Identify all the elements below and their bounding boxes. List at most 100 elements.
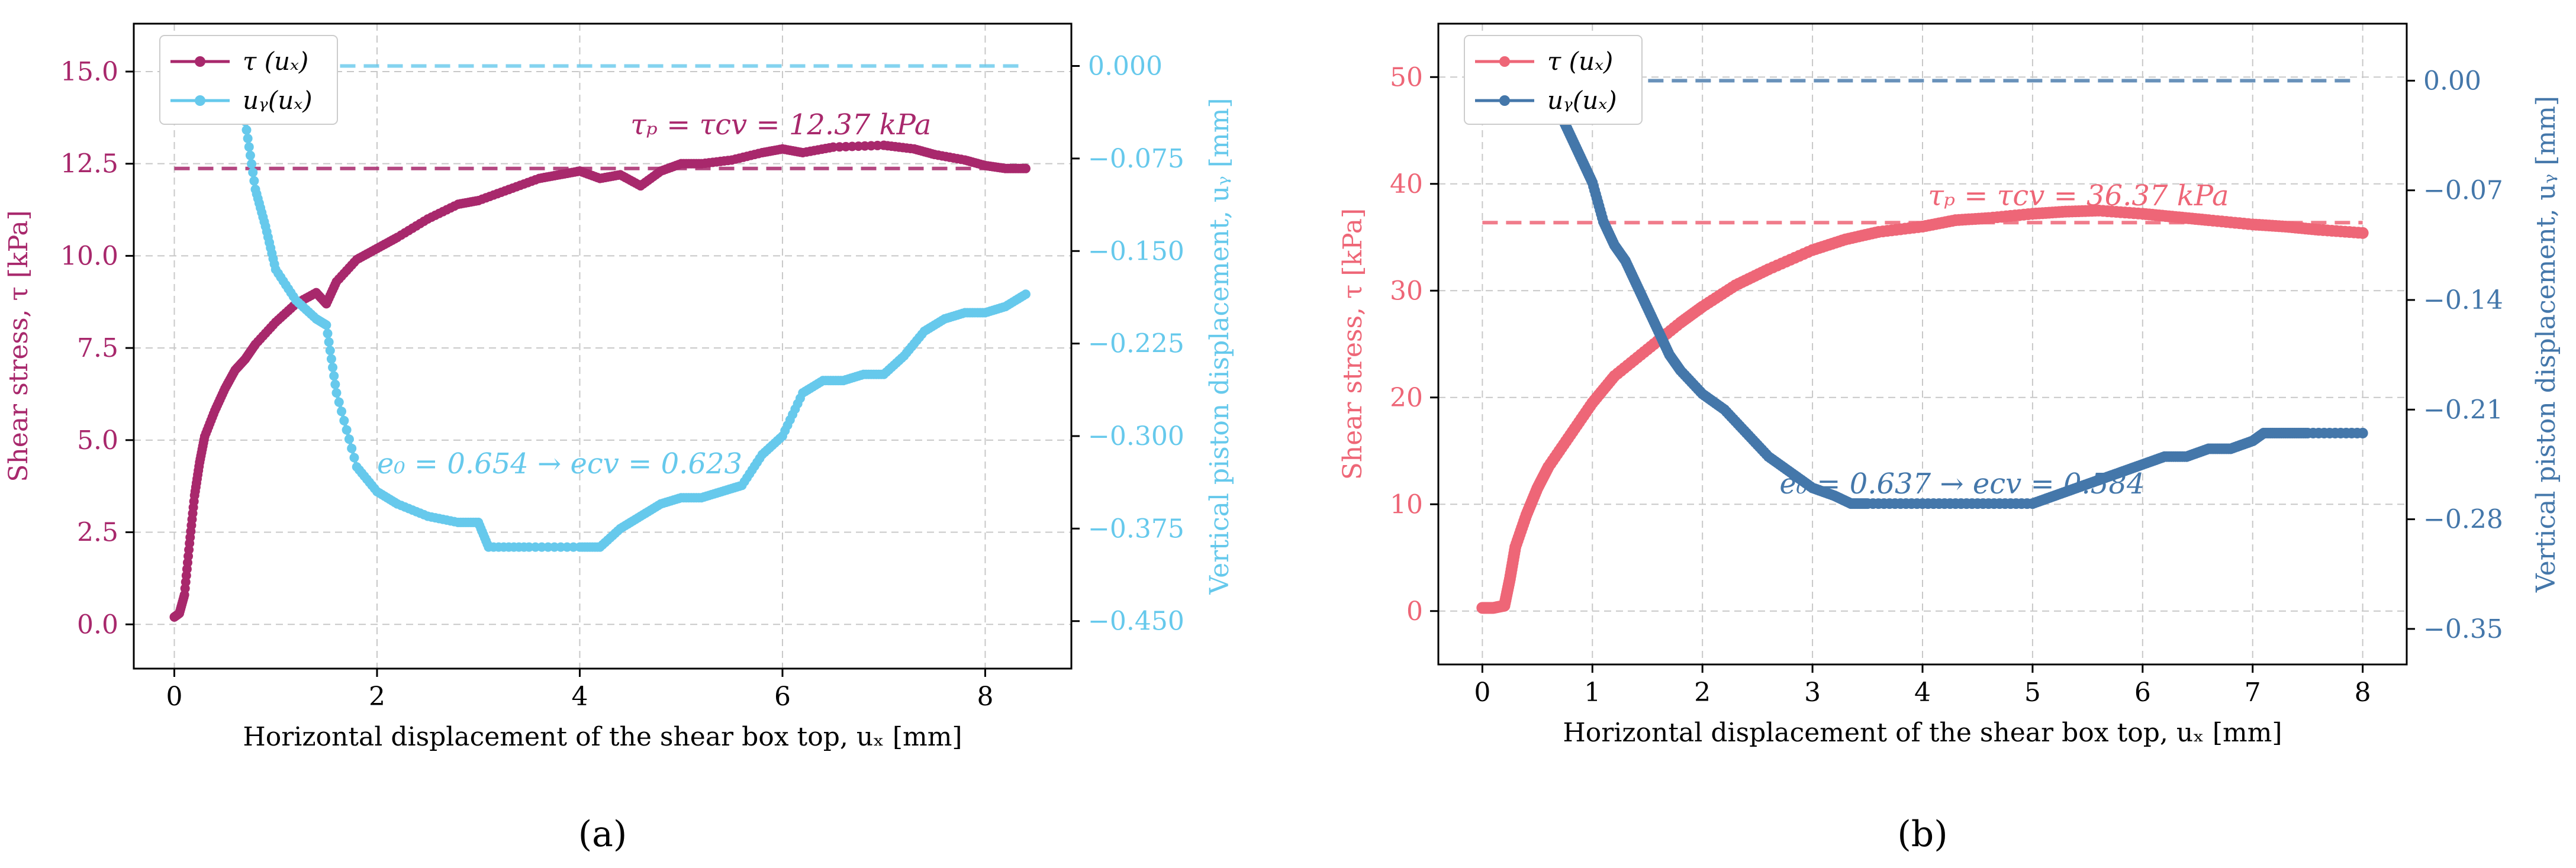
panel-b-right-tick-label-1: −0.07 — [2423, 176, 2503, 206]
panel-a-uy-point-103 — [349, 453, 359, 463]
panel-a-x-axis-label: Horizontal displacement of the shear box… — [243, 722, 962, 752]
panel-a-uy-point-99 — [339, 415, 349, 425]
panel-a-uy-point-98 — [337, 406, 347, 417]
panel-b-void-ratio-annotation: e₀ = 0.637 → ecv = 0.584 — [1779, 467, 2144, 501]
panel-a-uy-point-89 — [323, 328, 333, 338]
panel-b-left-tick-label-1: 10 — [1390, 489, 1423, 519]
panel-b-tau-point-310 — [2356, 227, 2369, 239]
panel-b-right-tick-label-2: −0.14 — [2423, 285, 2503, 315]
panel-a-x-tick-label-1: 2 — [369, 682, 385, 712]
panel-b-left-tick-label-0: 0 — [1406, 596, 1423, 627]
panel-b-x-tick-label-8: 8 — [2355, 677, 2371, 708]
panel-b-right-tick-label-3: −0.21 — [2423, 395, 2503, 425]
panel-b-left-tick-label-4: 40 — [1390, 169, 1423, 199]
panel-b-uy-point-420 — [2357, 427, 2368, 438]
panel-a-uy-point-91 — [325, 346, 335, 356]
panel-a-right-tick-label-2: −0.150 — [1088, 236, 1184, 266]
panel-a-x-tick-label-3: 6 — [774, 682, 791, 712]
panel-a-x-ticks: 0 2 4 6 8 — [166, 669, 993, 712]
panel-a-right-tick-label-4: −0.300 — [1088, 421, 1184, 451]
panel-a-left-tick-label-5: 12.5 — [60, 149, 118, 179]
panel-a-legend-tau-label: τ (uₓ) — [243, 47, 308, 76]
panel-b-x-tick-label-6: 6 — [2134, 677, 2151, 708]
panel-a-uy-point-41 — [242, 125, 252, 135]
panel-a-left-tick-label-1: 2.5 — [77, 518, 118, 548]
panel-a-x-tick-label-2: 4 — [571, 682, 588, 712]
panel-b-left-tick-label-3: 30 — [1390, 276, 1423, 306]
panel-b-right-tick-label-4: −0.28 — [2423, 505, 2503, 535]
panel-a-y-axis-label-left: Shear stress, τ [kPa] — [4, 210, 34, 482]
panel-b-x-tick-label-4: 4 — [1914, 677, 1931, 708]
panel-a-uy-point-100 — [342, 425, 352, 435]
panel-a-uy-point-92 — [326, 354, 336, 364]
panel-a: 0 2 4 6 8 0.0 2.5 5.0 7.5 10.0 12.5 15.0 0.000 −0.0… — [4, 22, 1235, 855]
panel-a-plot-frame — [133, 22, 1073, 670]
panel-a-uy-point-88 — [321, 320, 331, 330]
panel-b-x-tick-label-2: 2 — [1694, 677, 1711, 708]
panel-b-left-ticks: 0 10 20 30 40 50 — [1390, 62, 1438, 627]
panel-a-legend-tau-marker — [195, 56, 205, 67]
panel-b-right-tick-label-0: 0.00 — [2423, 66, 2481, 96]
panel-a-x-tick-label-4: 8 — [977, 682, 993, 712]
panel-b-legend: τ (uₓ) uᵧ(uₓ) — [1464, 35, 1643, 125]
panel-a-uy-point-102 — [347, 443, 357, 453]
panel-a-uy-point-344 — [1020, 289, 1031, 299]
panel-a-left-ticks: 0.0 2.5 5.0 7.5 10.0 12.5 15.0 — [60, 57, 134, 640]
panel-a-left-tick-label-4: 10.0 — [60, 241, 118, 271]
panel-a-uy-point-46 — [248, 167, 258, 178]
panel-b-right-tick-label-5: −0.35 — [2423, 614, 2503, 644]
panel-a-tau-point-352 — [1020, 163, 1031, 173]
panel-a-left-tick-label-3: 7.5 — [77, 333, 118, 363]
panel-a-right-tick-label-5: −0.375 — [1088, 514, 1184, 544]
panel-a-uy-point-44 — [245, 150, 255, 160]
panel-b-legend-tau-label: τ (uₓ) — [1547, 47, 1613, 76]
panel-b-left-tick-label-5: 50 — [1390, 62, 1423, 92]
panel-b: 0 1 2 3 4 5 6 7 8 0 10 20 30 40 50 0.00 −0.07 −0.14 −0.2… — [1338, 22, 2561, 855]
panel-b-tau-annotation: τₚ = τcv = 36.37 kPa — [1928, 179, 2229, 212]
panel-a-legend-uy-label: uᵧ(uₓ) — [243, 86, 313, 115]
panel-a-uy-point-97 — [334, 397, 344, 407]
panel-b-x-tick-label-7: 7 — [2245, 677, 2261, 708]
panel-b-legend-tau-marker — [1499, 56, 1510, 67]
panel-a-legend-uy-marker — [195, 95, 205, 106]
panel-a-uy-point-43 — [244, 142, 254, 152]
panel-b-left-tick-label-2: 20 — [1390, 383, 1423, 413]
panel-a-uy-point-47 — [249, 176, 259, 186]
panel-a-right-tick-label-3: −0.225 — [1088, 329, 1184, 359]
panel-a-uy-point-42 — [243, 134, 253, 144]
panel-b-y-axis-label-left: Shear stress, τ [kPa] — [1338, 208, 1368, 480]
panel-b-x-tick-label-5: 5 — [2024, 677, 2041, 708]
panel-b-caption: (b) — [1897, 814, 1947, 855]
panel-b-x-ticks: 0 1 2 3 4 5 6 7 8 — [1474, 664, 2371, 708]
panel-a-right-ticks: 0.000 −0.075 −0.150 −0.225 −0.300 −0.375 −0.45… — [1071, 51, 1184, 637]
panel-b-x-axis-label: Horizontal displacement of the shear box… — [1563, 718, 2282, 748]
panel-a-uy-point-45 — [247, 159, 257, 169]
panel-a-left-tick-label-0: 0.0 — [77, 609, 118, 640]
panel-a-void-ratio-annotation: e₀ = 0.654 → ecv = 0.623 — [377, 447, 742, 480]
panel-b-x-tick-label-1: 1 — [1584, 677, 1601, 708]
panel-a-left-tick-label-6: 15.0 — [60, 57, 118, 87]
panel-b-grid — [1438, 24, 2407, 664]
panel-a-uy-point-94 — [329, 371, 339, 381]
panel-b-legend-uy-label: uᵧ(uₓ) — [1547, 86, 1617, 115]
panel-a-x-tick-label-0: 0 — [166, 682, 182, 712]
panel-a-tau-annotation: τₚ = τcv = 12.37 kPa — [630, 108, 931, 141]
panel-a-tau-series — [169, 140, 1031, 622]
panel-a-left-tick-label-2: 5.0 — [77, 425, 118, 456]
panel-b-x-tick-label-3: 3 — [1804, 677, 1821, 708]
panel-b-x-tick-label-0: 0 — [1474, 677, 1490, 708]
panel-a-legend: τ (uₓ) uᵧ(uₓ) — [159, 35, 338, 125]
panel-a-right-tick-label-0: 0.000 — [1088, 51, 1163, 82]
panel-b-right-ticks: 0.00 −0.07 −0.14 −0.21 −0.28 −0.35 — [2407, 66, 2503, 644]
panel-a-caption: (a) — [578, 814, 627, 855]
panel-b-y-axis-label-right: Vertical piston displacement, uᵧ [mm] — [2531, 96, 2561, 593]
panel-b-legend-uy-marker — [1499, 95, 1510, 106]
panel-a-uy-point-93 — [328, 363, 338, 373]
panel-a-uy-point-90 — [324, 337, 334, 347]
panel-a-uy-point-96 — [331, 388, 342, 398]
panel-a-y-axis-label-right: Vertical piston displacement, uᵧ [mm] — [1205, 98, 1235, 595]
panel-a-right-tick-label-1: −0.075 — [1088, 144, 1184, 174]
panel-a-right-tick-label-6: −0.450 — [1088, 606, 1184, 637]
panel-a-uy-point-101 — [344, 434, 354, 444]
